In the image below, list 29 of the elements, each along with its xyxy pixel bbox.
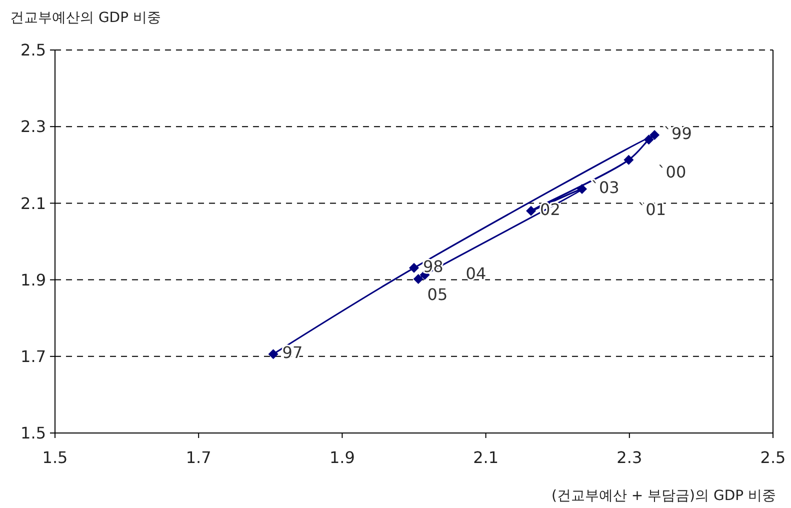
point (644, 134, 654, 145)
x-tick-label: 1.7 (186, 448, 212, 467)
point (624, 154, 634, 165)
annotation: `03 (591, 178, 620, 198)
y-tick-label: 2.1 (20, 194, 46, 213)
x-tick-label: 1.5 (42, 448, 68, 467)
point (577, 184, 588, 194)
y-tick-label: 1.7 (20, 347, 46, 366)
y-tick-label: 1.9 (20, 270, 46, 290)
x-tick-label: 2.5 (760, 448, 786, 467)
y-tick-label: 1.5 (20, 424, 46, 443)
annotation: `01 (638, 200, 666, 219)
point (650, 130, 660, 140)
annotation: `99 (664, 124, 692, 144)
annotation: 97 (282, 343, 303, 362)
y-axis-title: 건교부예산의 GDP 비중 (10, 10, 161, 26)
y-tick-label: 2.5 (20, 40, 46, 60)
x-tick-label: 2.3 (616, 448, 642, 467)
annotation: 04 (466, 264, 486, 283)
point (409, 262, 419, 273)
x-tick-label: 2.1 (473, 448, 499, 467)
annotation: 05 (427, 285, 448, 304)
x-tick-label: 1.9 (329, 448, 355, 467)
x-axis-title: (건교부예산 + 부담금)의 GDP 비중 (551, 488, 776, 504)
y-tick-label: 2.3 (20, 117, 46, 136)
point (268, 349, 278, 360)
point (413, 274, 424, 284)
point (526, 206, 536, 216)
annotation: `00 (658, 162, 686, 182)
